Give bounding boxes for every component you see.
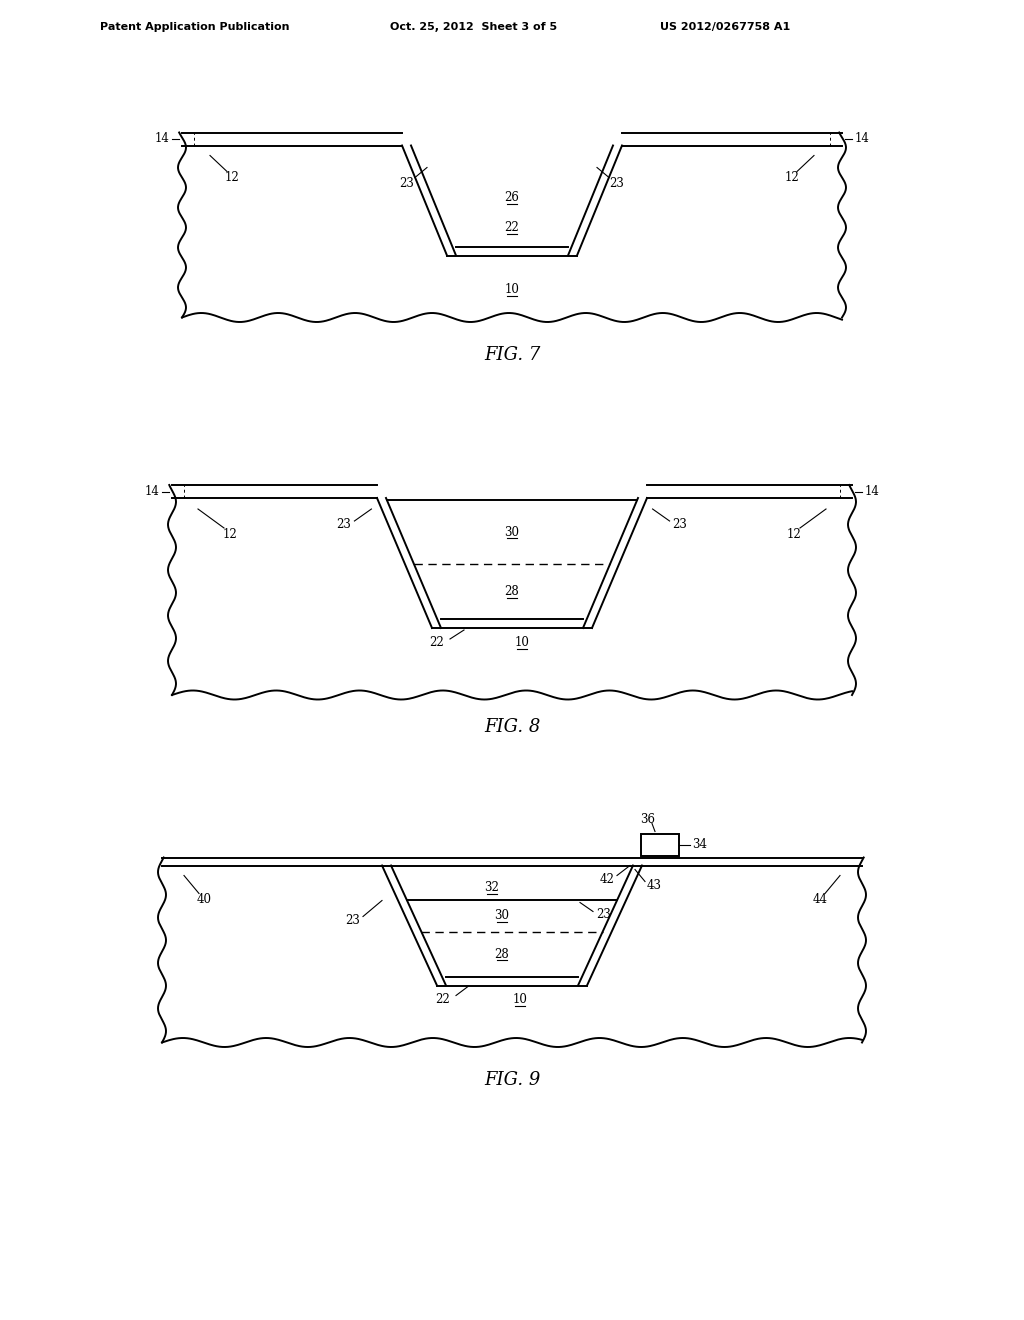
Text: 12: 12 [786,528,802,541]
Text: 23: 23 [596,908,611,921]
Text: 23: 23 [345,913,360,927]
Text: 28: 28 [505,585,519,598]
Text: 28: 28 [495,948,509,961]
Text: 10: 10 [513,993,527,1006]
Text: 23: 23 [673,519,687,532]
Text: 30: 30 [495,909,510,921]
Text: 42: 42 [599,873,614,886]
Text: 23: 23 [337,519,351,532]
Text: 12: 12 [224,172,240,183]
Text: 14: 14 [865,484,880,498]
Text: 23: 23 [609,177,625,190]
Text: 26: 26 [505,191,519,205]
Text: 43: 43 [647,879,662,892]
Text: US 2012/0267758 A1: US 2012/0267758 A1 [660,22,791,32]
Text: 22: 22 [505,220,519,234]
Bar [641,833,679,855]
Text: 32: 32 [484,880,500,894]
Text: 40: 40 [197,894,212,906]
Text: 44: 44 [812,894,827,906]
Text: 10: 10 [515,636,529,649]
Text: 34: 34 [692,838,707,851]
Text: FIG. 9: FIG. 9 [483,1071,541,1089]
Text: FIG. 8: FIG. 8 [483,718,541,737]
Text: 14: 14 [155,132,169,145]
Text: FIG. 7: FIG. 7 [483,346,541,364]
Text: Patent Application Publication: Patent Application Publication [100,22,290,32]
Text: 12: 12 [784,172,800,183]
Text: 30: 30 [505,525,519,539]
Text: 22: 22 [435,993,450,1006]
Text: 23: 23 [399,177,415,190]
Text: Oct. 25, 2012  Sheet 3 of 5: Oct. 25, 2012 Sheet 3 of 5 [390,22,557,32]
Text: 14: 14 [855,132,869,145]
Text: 14: 14 [144,484,159,498]
Text: 10: 10 [505,282,519,296]
Text: 36: 36 [640,813,655,826]
Text: 22: 22 [429,636,444,649]
Text: 12: 12 [222,528,238,541]
